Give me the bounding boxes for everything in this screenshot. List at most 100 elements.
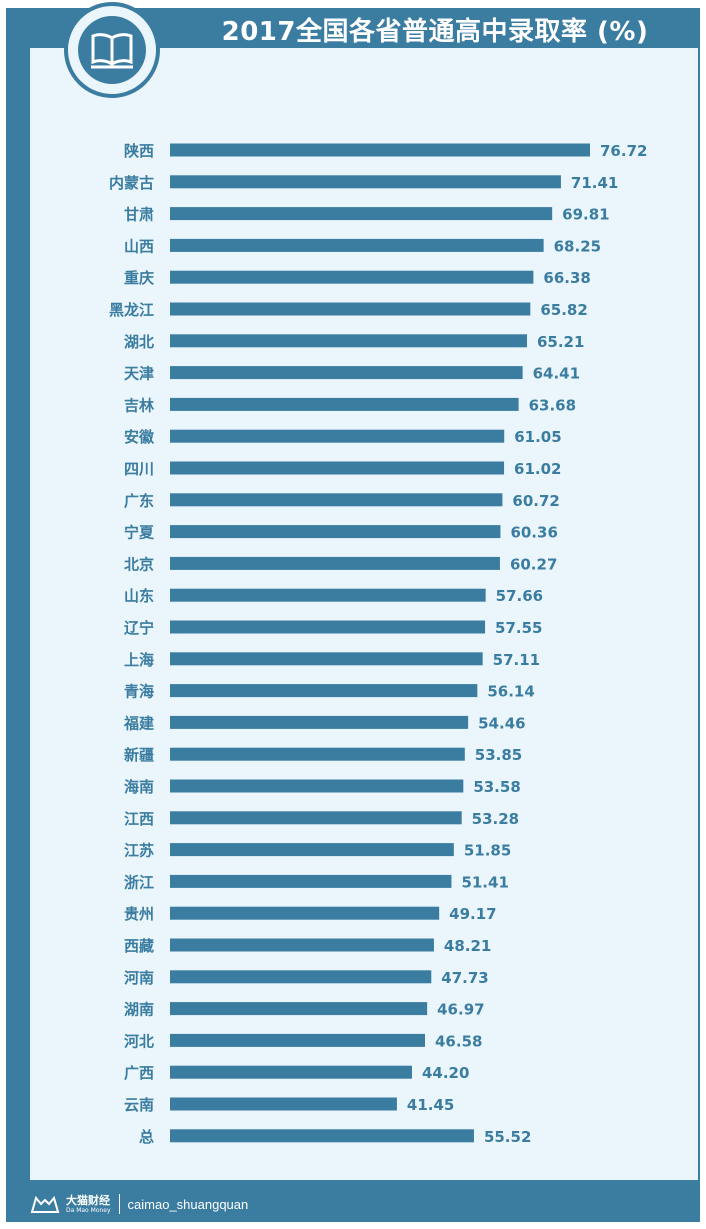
cat-logo-icon: [30, 1195, 60, 1213]
value-label: 53.28: [472, 810, 519, 828]
bar: [170, 1033, 425, 1047]
footer-divider: [118, 1194, 120, 1214]
value-label: 57.55: [495, 619, 542, 637]
chart-panel: [30, 48, 698, 1180]
bar: [170, 620, 486, 634]
value-label: 51.85: [464, 842, 511, 860]
value-label: 41.45: [407, 1096, 454, 1114]
category-label: 内蒙古: [109, 174, 154, 192]
bar: [170, 811, 462, 825]
category-label: 浙江: [124, 873, 154, 891]
bar: [170, 843, 454, 857]
value-label: 69.81: [562, 206, 609, 224]
value-label: 61.02: [514, 460, 561, 478]
value-label: 46.97: [437, 1001, 484, 1019]
category-label: 青海: [124, 683, 154, 701]
category-label: 江西: [124, 810, 154, 828]
brand-name-cn: 大猫财经: [66, 1193, 110, 1207]
category-label: 福建: [123, 714, 155, 732]
category-label: 北京: [124, 555, 154, 573]
value-label: 60.36: [510, 524, 557, 542]
bar: [170, 334, 527, 348]
value-label: 61.05: [514, 428, 561, 446]
value-label: 51.41: [461, 873, 508, 891]
bar: [170, 175, 561, 189]
category-label: 江苏: [124, 842, 154, 860]
category-label: 海南: [124, 778, 154, 796]
bar: [170, 652, 483, 666]
bar: [170, 874, 452, 888]
bar: [170, 238, 544, 252]
category-label: 四川: [124, 460, 154, 478]
value-label: 66.38: [543, 269, 590, 287]
value-label: 65.82: [540, 301, 587, 319]
category-label: 总: [139, 1128, 154, 1146]
value-label: 54.46: [478, 714, 525, 732]
category-label: 上海: [124, 651, 154, 669]
bar: [170, 970, 432, 984]
value-label: 60.27: [510, 555, 557, 573]
category-label: 陕西: [124, 142, 154, 160]
bar: [170, 715, 469, 729]
bar: [170, 525, 501, 539]
category-label: 安徽: [124, 428, 155, 446]
category-label: 广西: [124, 1064, 154, 1082]
value-label: 49.17: [449, 905, 496, 923]
category-label: 重庆: [124, 269, 154, 287]
bar: [170, 779, 464, 793]
bar: [170, 1002, 428, 1016]
value-label: 60.72: [512, 492, 559, 510]
bar: [170, 397, 519, 411]
bar: [170, 429, 505, 443]
bar: [170, 1065, 412, 1079]
bar: [170, 143, 590, 157]
value-label: 76.72: [600, 142, 647, 160]
logo-badge: [64, 2, 160, 98]
bar: [170, 461, 505, 475]
bar: [170, 1097, 397, 1111]
bar: [170, 906, 440, 920]
bar: [170, 684, 478, 698]
value-label: 55.52: [484, 1128, 531, 1146]
category-label: 宁夏: [124, 524, 155, 542]
value-label: 64.41: [533, 365, 580, 383]
value-label: 48.21: [444, 937, 491, 955]
bar: [170, 302, 531, 316]
category-label: 新疆: [124, 746, 154, 764]
category-label: 辽宁: [124, 619, 154, 637]
value-label: 68.25: [554, 237, 601, 255]
category-label: 山西: [124, 237, 154, 255]
value-label: 56.14: [487, 683, 534, 701]
bar: [170, 493, 503, 507]
bar: [170, 207, 553, 221]
value-label: 71.41: [571, 174, 618, 192]
bar: [170, 270, 534, 284]
bar: [170, 747, 465, 761]
category-label: 天津: [124, 365, 154, 383]
category-label: 湖北: [124, 333, 154, 351]
footer: 大猫财经 Da Mao Money caimao_shuangquan: [30, 1188, 248, 1220]
category-label: 山东: [124, 587, 154, 605]
category-label: 广东: [124, 492, 154, 510]
bar: [170, 938, 434, 952]
brand-logo: 大猫财经 Da Mao Money: [30, 1194, 111, 1214]
value-label: 63.68: [529, 396, 576, 414]
category-label: 贵州: [124, 905, 154, 923]
value-label: 65.21: [537, 333, 584, 351]
value-label: 47.73: [441, 969, 488, 987]
brand-name-en: Da Mao Money: [66, 1206, 111, 1214]
book-icon: [91, 33, 133, 69]
category-label: 云南: [124, 1096, 154, 1114]
value-label: 53.58: [473, 778, 520, 796]
logo-circle: [78, 16, 146, 84]
category-label: 甘肃: [124, 206, 154, 224]
bar: [170, 1129, 474, 1143]
category-label: 吉林: [124, 396, 155, 414]
category-label: 湖南: [124, 1001, 154, 1019]
value-label: 46.58: [435, 1032, 482, 1050]
value-label: 44.20: [422, 1064, 469, 1082]
page-title: 2017全国各省普通高中录取率 (%): [221, 17, 649, 47]
category-label: 河北: [124, 1032, 154, 1050]
bar: [170, 588, 486, 602]
